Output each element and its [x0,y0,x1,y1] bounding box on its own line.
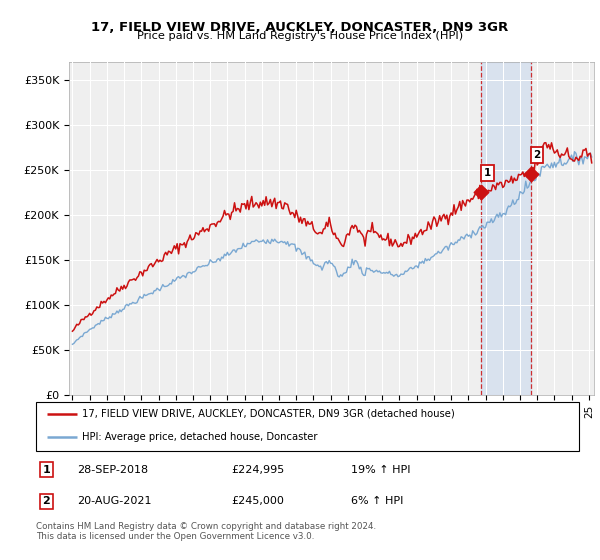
Text: HPI: Average price, detached house, Doncaster: HPI: Average price, detached house, Donc… [82,432,317,442]
Text: Contains HM Land Registry data © Crown copyright and database right 2024.
This d: Contains HM Land Registry data © Crown c… [36,522,376,542]
Text: 2: 2 [43,496,50,506]
Point [476,188,486,197]
Text: 1: 1 [43,465,50,475]
Text: 19% ↑ HPI: 19% ↑ HPI [351,465,410,475]
Text: 2: 2 [533,150,541,160]
Text: 1: 1 [484,168,491,178]
Text: 17, FIELD VIEW DRIVE, AUCKLEY, DONCASTER, DN9 3GR: 17, FIELD VIEW DRIVE, AUCKLEY, DONCASTER… [91,21,509,34]
Text: Price paid vs. HM Land Registry's House Price Index (HPI): Price paid vs. HM Land Registry's House … [137,31,463,41]
Text: 20-AUG-2021: 20-AUG-2021 [77,496,151,506]
Point [526,170,536,179]
Text: 17, FIELD VIEW DRIVE, AUCKLEY, DONCASTER, DN9 3GR (detached house): 17, FIELD VIEW DRIVE, AUCKLEY, DONCASTER… [82,409,455,419]
Text: £245,000: £245,000 [232,496,284,506]
Bar [481,62,531,395]
Text: £224,995: £224,995 [232,465,285,475]
Text: 6% ↑ HPI: 6% ↑ HPI [351,496,403,506]
Text: 28-SEP-2018: 28-SEP-2018 [77,465,148,475]
